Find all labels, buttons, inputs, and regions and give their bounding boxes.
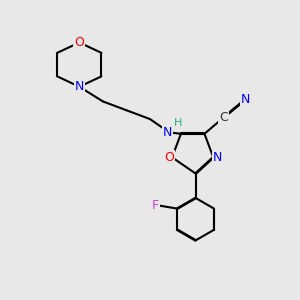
Text: O: O — [74, 36, 84, 49]
Text: C: C — [219, 111, 228, 124]
Text: O: O — [164, 151, 174, 164]
Text: N: N — [241, 93, 250, 106]
Text: N: N — [163, 126, 172, 139]
Text: N: N — [213, 151, 222, 164]
Text: F: F — [152, 199, 159, 212]
Text: H: H — [174, 118, 183, 128]
Text: N: N — [75, 80, 84, 93]
